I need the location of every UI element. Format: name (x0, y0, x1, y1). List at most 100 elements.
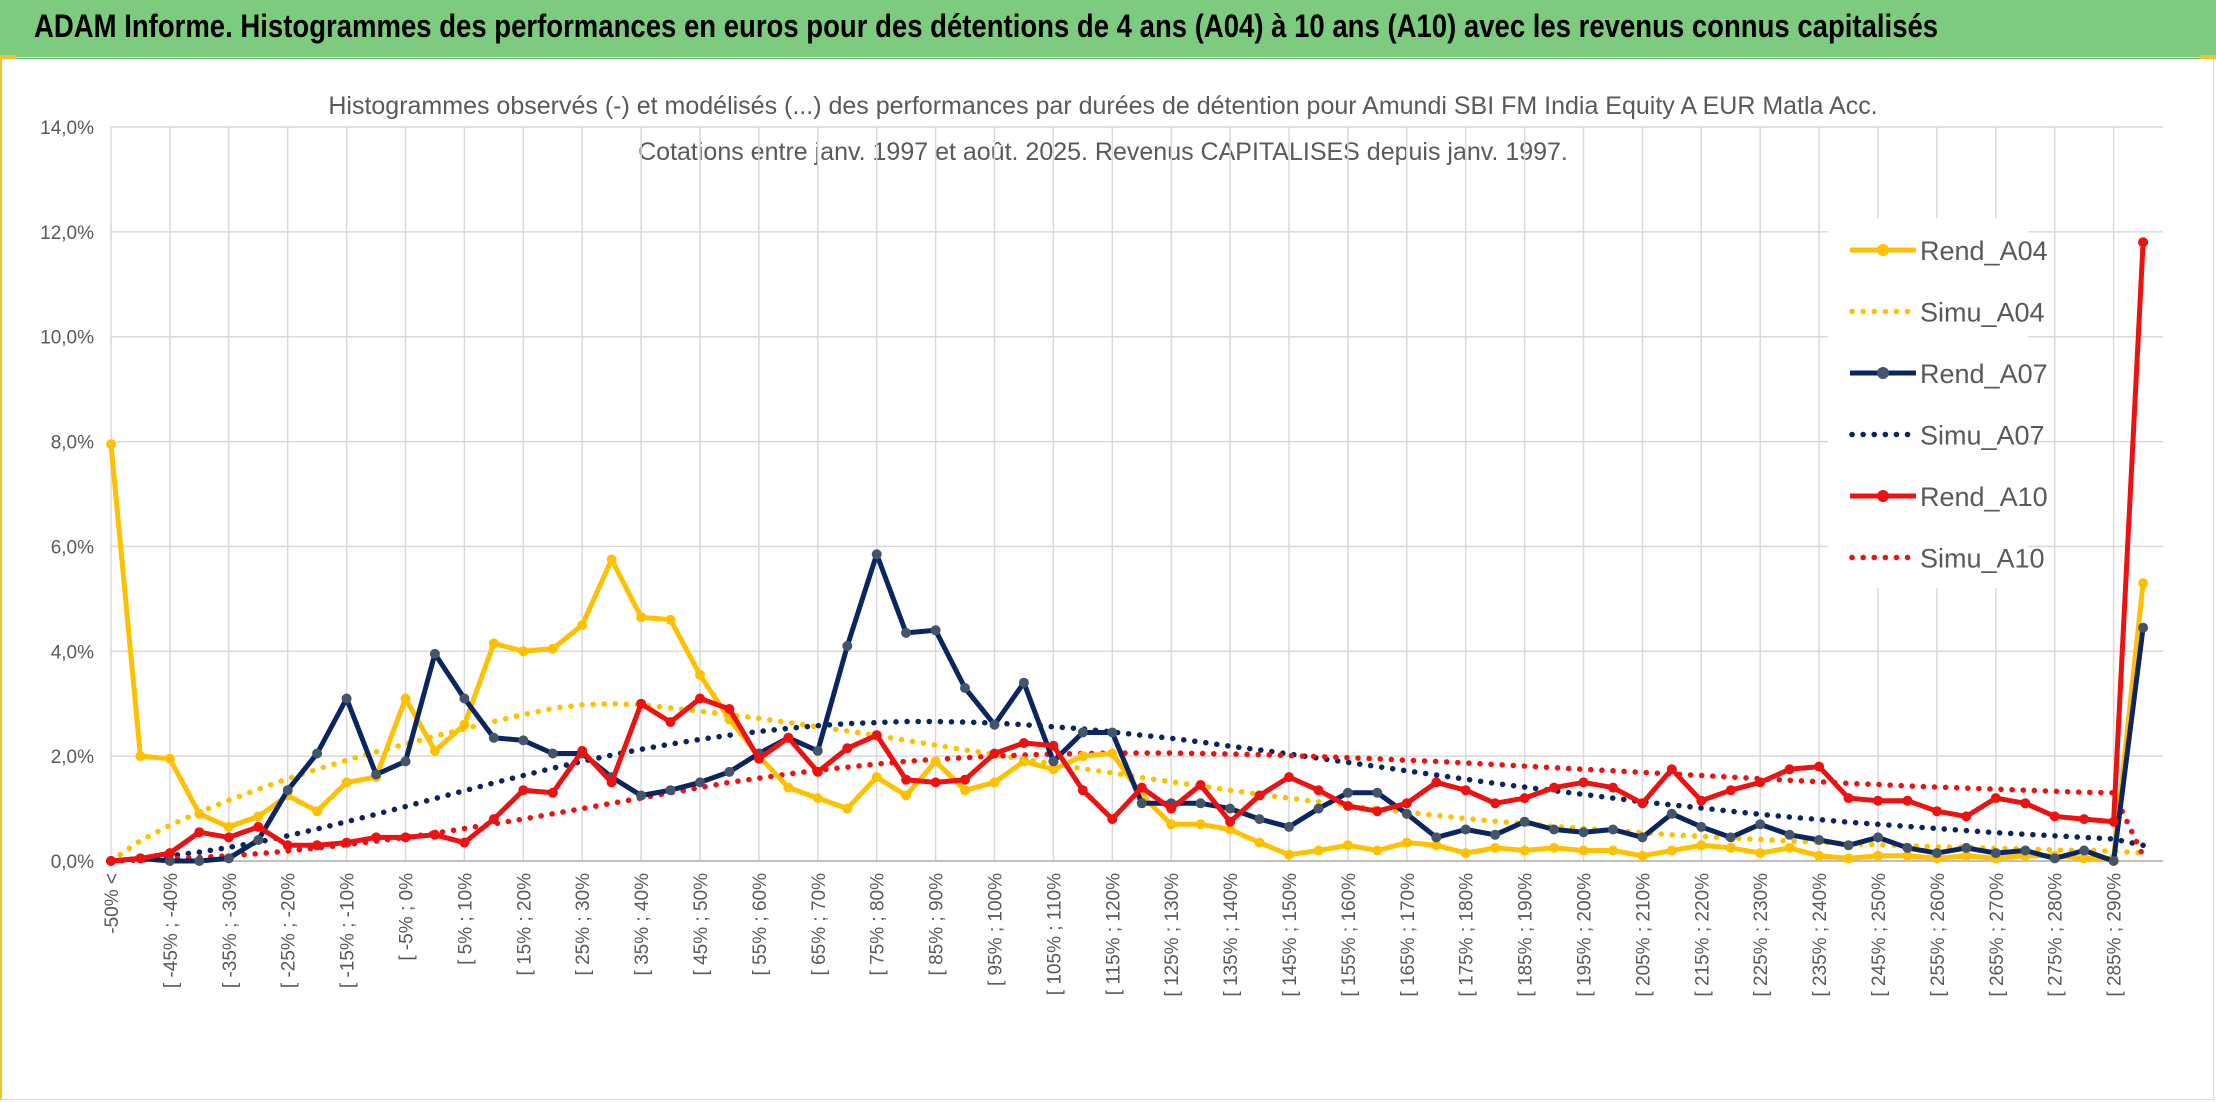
legend-item: Rend_A07 (1850, 359, 2048, 389)
data-point (2108, 816, 2119, 827)
data-point (2079, 853, 2090, 864)
x-tick-label: [ 95% ; 100% (986, 873, 1007, 986)
data-point (989, 777, 1000, 788)
data-point (901, 774, 912, 785)
data-point (312, 806, 323, 817)
data-point (1637, 798, 1648, 809)
data-point (400, 756, 411, 767)
y-tick-label: 12,0% (40, 223, 94, 244)
data-point (2020, 798, 2031, 809)
plot-area (106, 237, 2149, 866)
x-tick-label: [ 25% ; 30% (573, 873, 594, 976)
data-point (1961, 842, 1972, 853)
report-title: ADAM Informe. Histogrammes des performan… (34, 8, 1939, 44)
data-point (1843, 840, 1854, 851)
x-tick-label: [ 165% ; 170% (1398, 873, 1419, 997)
data-point (1873, 832, 1883, 843)
data-point (1578, 845, 1589, 856)
data-point (1549, 782, 1559, 793)
data-point (636, 698, 647, 709)
legend-box (1828, 218, 2028, 588)
legend: Rend_A04 Simu_A04 Rend_A07 Simu_A07 Rend_A10… (1828, 218, 2048, 588)
data-point (665, 717, 676, 728)
data-point (2108, 856, 2119, 866)
data-point (1990, 793, 2001, 804)
data-point (1755, 777, 1766, 788)
data-point (253, 811, 264, 822)
data-point (518, 646, 529, 657)
y-tick-label: 6,0% (51, 537, 94, 558)
data-point (842, 641, 853, 651)
data-point (106, 856, 116, 866)
data-point (1902, 842, 1913, 853)
data-point (1107, 748, 1118, 759)
data-point (1018, 677, 1029, 688)
data-point (518, 735, 529, 746)
data-point (1608, 824, 1618, 835)
data-point (871, 549, 882, 560)
data-point (1725, 832, 1736, 843)
data-point (547, 643, 558, 654)
data-point (2049, 853, 2060, 864)
data-point (1254, 837, 1265, 848)
legend-label: Simu_A10 (1920, 544, 2045, 574)
series-Simu_A07 (108, 718, 2146, 864)
x-tick-label: [ 35% ; 40% (632, 873, 653, 976)
data-point (1166, 803, 1177, 814)
data-point (253, 835, 264, 845)
data-point (1313, 803, 1324, 814)
x-tick-label: [ 65% ; 70% (809, 873, 830, 976)
data-point (1843, 793, 1854, 804)
data-point (282, 785, 293, 796)
data-point (1578, 777, 1589, 788)
y-axis: 0,0% 2,0% 4,0% 6,0% 8,0% 10,0% 12,0% 14,0% (40, 118, 94, 873)
data-point (194, 808, 205, 819)
model-line (108, 700, 2146, 864)
data-point (1490, 798, 1501, 809)
data-point (2079, 814, 2090, 825)
data-point (1225, 803, 1236, 814)
data-point (753, 753, 764, 764)
x-tick-label: [ 285% ; 290% (2105, 873, 2126, 997)
data-point (1990, 848, 2001, 859)
data-point (1608, 845, 1618, 856)
data-point (665, 614, 676, 625)
data-point (1018, 738, 1029, 748)
data-point (1784, 829, 1795, 840)
data-point (1784, 842, 1795, 853)
data-point (1107, 727, 1118, 738)
data-point (282, 840, 293, 851)
data-point (1814, 835, 1825, 845)
data-point (577, 620, 588, 631)
model-line (108, 718, 2146, 864)
data-point (871, 730, 882, 741)
data-point (253, 821, 264, 832)
data-point (164, 848, 175, 859)
data-point (1077, 727, 1088, 738)
data-point (1843, 853, 1854, 864)
x-tick-label: [ 85% ; 90% (927, 873, 948, 976)
data-point (429, 648, 440, 659)
data-point (341, 693, 352, 704)
data-point (636, 790, 647, 801)
data-point (400, 832, 411, 843)
data-point (1519, 816, 1530, 827)
x-tick-label: [ 155% ; 160% (1339, 873, 1360, 997)
data-point (812, 745, 823, 756)
data-point (695, 669, 705, 680)
data-point (1725, 785, 1736, 796)
x-tick-label: [ -45% ; -40% (161, 873, 182, 988)
data-point (2138, 237, 2149, 248)
data-point (930, 756, 941, 767)
data-point (1666, 764, 1677, 775)
chart-subtitle: Cotations entre janv. 1997 et août. 2025… (638, 138, 1568, 166)
data-point (459, 719, 470, 730)
data-point (1048, 740, 1059, 751)
data-point (1166, 819, 1177, 830)
data-point (459, 837, 470, 848)
data-point (1578, 827, 1589, 838)
data-point (106, 439, 116, 450)
corner-mark-left (0, 55, 16, 59)
data-point (1254, 790, 1265, 801)
data-point (1195, 798, 1206, 809)
